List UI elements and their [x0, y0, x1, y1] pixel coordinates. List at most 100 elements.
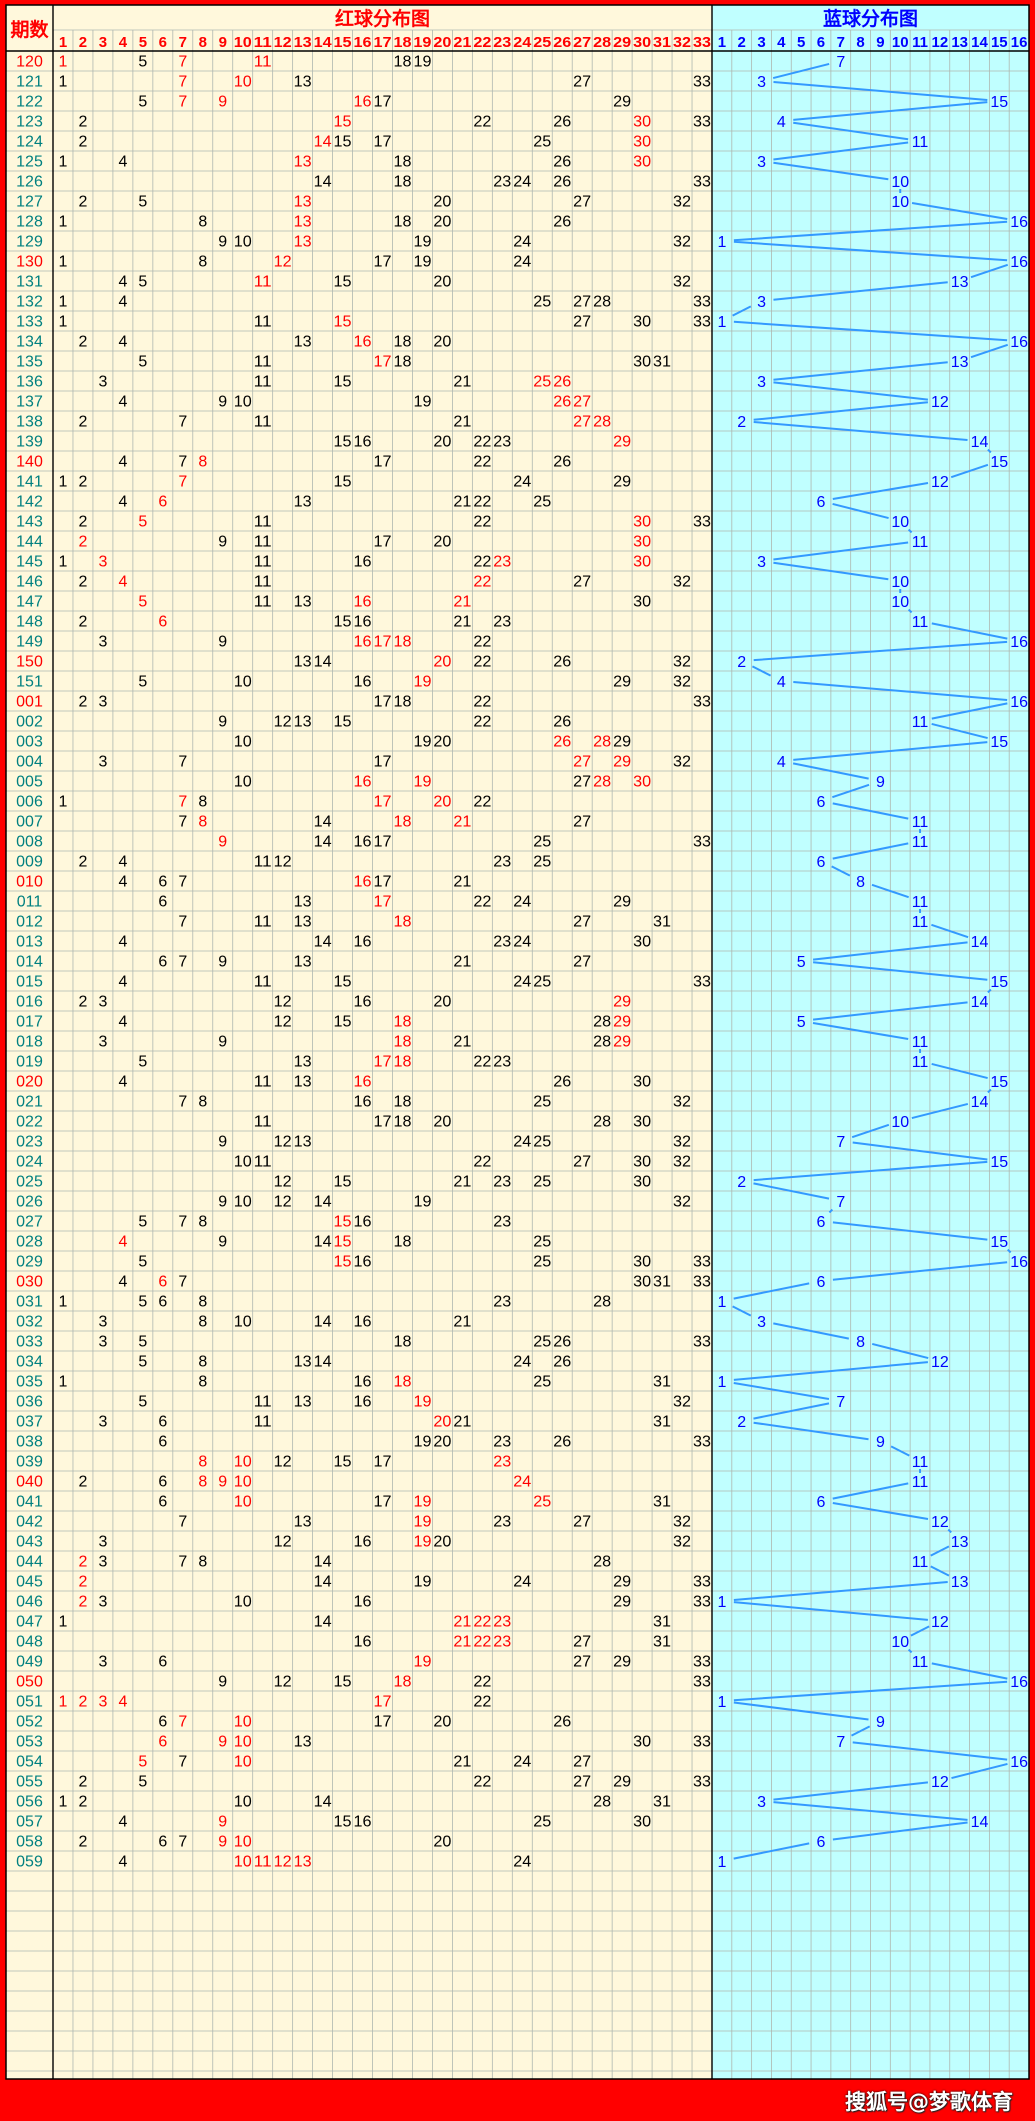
red-ball-number: 7: [178, 1094, 187, 1111]
red-ball-number: 4: [118, 494, 127, 511]
red-ball-number: 28: [593, 774, 611, 791]
red-ball-number: 24: [513, 474, 531, 491]
red-ball-number: 18: [393, 1054, 411, 1071]
red-ball-number: 5: [138, 594, 147, 611]
red-ball-number: 4: [118, 1014, 127, 1031]
red-ball-number: 22: [473, 1154, 491, 1171]
red-ball-number: 16: [354, 634, 372, 651]
red-ball-number: 8: [198, 794, 207, 811]
red-ball-number: 12: [274, 714, 292, 731]
period-label: 003: [16, 734, 43, 751]
red-ball-number: 6: [158, 1494, 167, 1511]
period-label: 015: [16, 974, 43, 991]
red-ball-number: 23: [493, 854, 511, 871]
red-ball-number: 9: [218, 954, 227, 971]
red-ball-number: 33: [693, 1594, 711, 1611]
red-ball-number: 26: [553, 454, 571, 471]
red-column-header-4: 4: [119, 34, 128, 51]
red-ball-number: 9: [218, 1134, 227, 1151]
red-ball-number: 24: [513, 1474, 531, 1491]
red-ball-number: 18: [393, 214, 411, 231]
red-ball-number: 18: [393, 694, 411, 711]
red-ball-number: 27: [573, 954, 591, 971]
red-ball-number: 5: [138, 1254, 147, 1271]
red-ball-number: 21: [453, 1614, 471, 1631]
red-ball-number: 23: [493, 174, 511, 191]
blue-ball-number: 11: [912, 1654, 929, 1671]
period-label: 150: [16, 654, 43, 671]
red-ball-number: 23: [493, 1454, 511, 1471]
red-ball-number: 4: [118, 1694, 127, 1711]
red-ball-number: 31: [653, 354, 671, 371]
blue-ball-number: 16: [1010, 1754, 1028, 1771]
red-ball-number: 15: [334, 714, 352, 731]
period-label: 050: [16, 1674, 43, 1691]
red-ball-number: 15: [334, 114, 352, 131]
blue-ball-number: 2: [737, 1414, 746, 1431]
period-label: 021: [16, 1094, 43, 1111]
red-ball-number: 7: [178, 1834, 187, 1851]
red-ball-number: 1: [59, 54, 68, 71]
red-ball-number: 11: [254, 914, 272, 931]
red-ball-number: 29: [613, 1014, 631, 1031]
red-ball-number: 17: [374, 534, 392, 551]
period-label: 120: [16, 54, 43, 71]
red-ball-number: 11: [254, 554, 272, 571]
blue-ball-number: 11: [912, 1034, 929, 1051]
period-label: 131: [16, 274, 43, 291]
red-ball-number: 24: [513, 1134, 531, 1151]
red-ball-number: 31: [653, 1634, 671, 1651]
red-ball-number: 25: [533, 494, 551, 511]
blue-column-header-8: 8: [856, 34, 864, 51]
red-ball-number: 27: [573, 1634, 591, 1651]
period-label: 027: [16, 1214, 43, 1231]
blue-ball-number: 11: [912, 1474, 929, 1491]
period-label: 004: [16, 754, 43, 771]
red-ball-number: 29: [613, 754, 631, 771]
blue-ball-number: 15: [990, 1234, 1008, 1251]
blue-ball-number: 15: [990, 94, 1008, 111]
red-ball-number: 15: [334, 1814, 352, 1831]
red-ball-number: 15: [334, 374, 352, 391]
red-ball-number: 24: [513, 1354, 531, 1371]
red-ball-number: 17: [374, 874, 392, 891]
red-ball-number: 13: [294, 494, 312, 511]
period-label: 133: [16, 314, 43, 331]
red-ball-number: 6: [158, 894, 167, 911]
red-ball-number: 9: [218, 834, 227, 851]
period-label: 046: [16, 1594, 43, 1611]
red-ball-number: 13: [294, 1394, 312, 1411]
red-ball-number: 17: [374, 134, 392, 151]
red-ball-number: 14: [314, 1614, 332, 1631]
period-label: 002: [16, 714, 43, 731]
red-ball-number: 6: [158, 1294, 167, 1311]
red-ball-number: 22: [473, 454, 491, 471]
red-ball-number: 26: [553, 394, 571, 411]
red-ball-number: 33: [693, 114, 711, 131]
red-ball-number: 5: [138, 1754, 147, 1771]
red-ball-number: 18: [393, 154, 411, 171]
red-ball-number: 2: [79, 994, 88, 1011]
red-ball-number: 2: [79, 474, 88, 491]
red-ball-number: 7: [178, 474, 187, 491]
period-label: 025: [16, 1174, 43, 1191]
red-ball-number: 16: [354, 1074, 372, 1091]
red-ball-number: 13: [294, 334, 312, 351]
red-ball-number: 23: [493, 1054, 511, 1071]
red-ball-number: 22: [473, 694, 491, 711]
blue-trend-line: [732, 62, 1012, 1860]
red-ball-number: 11: [254, 854, 272, 871]
red-ball-number: 32: [673, 274, 691, 291]
red-column-header-17: 17: [374, 34, 392, 51]
red-ball-number: 16: [354, 94, 372, 111]
red-ball-number: 10: [234, 234, 252, 251]
blue-column-header-15: 15: [991, 34, 1008, 51]
period-label: 143: [16, 514, 43, 531]
period-label: 136: [16, 374, 43, 391]
red-ball-number: 10: [234, 1854, 252, 1871]
period-label: 059: [16, 1854, 43, 1871]
red-ball-number: 28: [593, 294, 611, 311]
red-ball-number: 26: [553, 714, 571, 731]
red-ball-number: 27: [573, 1774, 591, 1791]
blue-column-header-12: 12: [932, 34, 949, 51]
